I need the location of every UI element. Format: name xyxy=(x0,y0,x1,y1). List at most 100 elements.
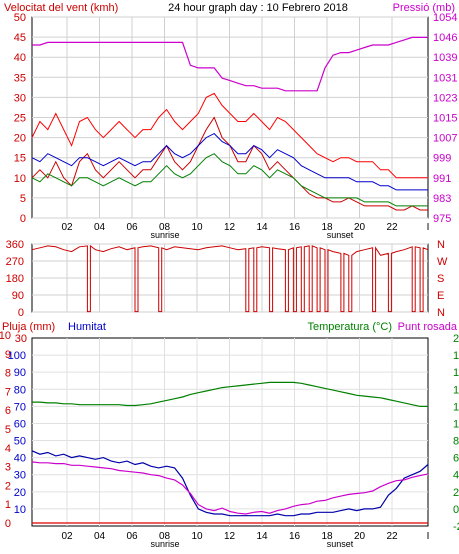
panel3-temp-tick: 18 xyxy=(453,350,459,362)
panel3-x-tick: 20 xyxy=(354,531,366,542)
panel3-humidity-tick: 60 xyxy=(14,418,26,430)
panel3-x-tick: 10 xyxy=(191,531,203,542)
panel2-left-tick: 270 xyxy=(6,256,24,268)
panel1-right-label: Pressió (mb) xyxy=(393,2,455,14)
panel1-x-tick: 20 xyxy=(354,222,366,233)
panel3-humidity-tick: 100 xyxy=(8,350,26,362)
panel1-x-tick: 02 xyxy=(61,222,73,233)
panel2-right-tick: N xyxy=(437,239,445,251)
panel1-x-tick: 16 xyxy=(289,222,301,233)
panel3-dew-label: Punt rosada xyxy=(398,321,458,333)
panel3-series-line xyxy=(31,450,429,517)
panel3-x-tick: 18 xyxy=(321,531,333,542)
panel3-x-tick: 14 xyxy=(256,531,268,542)
panel3-humidity-tick: 70 xyxy=(14,401,26,413)
panel3-rain-tick: 3 xyxy=(5,462,11,474)
panel1-left-label: Velocitat del vent (kmh) xyxy=(4,2,118,14)
panel1-left-tick: 10 xyxy=(14,173,26,185)
panel3-humidity-tick: 10 xyxy=(14,504,26,516)
panel3-rain-tick: 8 xyxy=(5,368,11,380)
panel1-x-end-tick: I xyxy=(427,222,430,233)
panel1-x-tick: 06 xyxy=(126,222,138,233)
panel2-right-tick: E xyxy=(437,290,444,302)
panel2-left-tick: 0 xyxy=(18,307,24,319)
panel1-series-line xyxy=(31,153,428,207)
panel1-right-tick: 1031 xyxy=(433,72,457,84)
panel3-x-tick: 22 xyxy=(386,531,398,542)
panel3-temp-tick: -2 xyxy=(453,521,459,533)
panel1-left-tick: 15 xyxy=(14,153,26,165)
panel3-temp-tick: 4 xyxy=(453,470,459,482)
panel1-right-tick: 1046 xyxy=(433,32,457,44)
panel1-right-tick: 1015 xyxy=(433,113,457,125)
panel3-humidity-tick: 90 xyxy=(14,367,26,379)
panel3-x-end-tick: I xyxy=(427,531,430,542)
panel1-x-tick: 12 xyxy=(224,222,236,233)
panel1-sunset-label: sunset xyxy=(327,230,354,240)
panel2-right-tick: N xyxy=(437,307,445,319)
panel3-x-tick: 06 xyxy=(126,531,138,542)
panel3-x-tick: 08 xyxy=(159,531,171,542)
panel1-right-tick: 1039 xyxy=(433,52,457,64)
panel3-series-line xyxy=(32,381,428,407)
panel2-right-tick: W xyxy=(437,256,448,268)
panel3-x-tick: 12 xyxy=(224,531,236,542)
panel3-temp-tick: 6 xyxy=(453,453,459,465)
panel1-left-tick: 30 xyxy=(14,92,26,104)
panel3-humidity-tick: 30 xyxy=(14,470,26,482)
panel3-rain-tick: 10 xyxy=(0,330,11,342)
panel3-temp-tick: 20 xyxy=(453,333,459,345)
panel3-rain-tick: 1 xyxy=(5,499,11,511)
panel1-left-tick: 20 xyxy=(14,133,26,145)
panel1-left-tick: 5 xyxy=(20,193,26,205)
panel3-temp-tick: 12 xyxy=(453,401,459,413)
panel1-right-tick: 999 xyxy=(433,153,451,165)
panel1-right-tick: 991 xyxy=(433,173,451,185)
panel1-left-tick: 40 xyxy=(14,52,26,64)
panel2-left-tick: 180 xyxy=(6,273,24,285)
panel2-direction-line xyxy=(31,244,429,313)
panel3-sunset-label: sunset xyxy=(327,539,354,549)
panel1-right-tick: 975 xyxy=(433,213,451,225)
panel3-rain-tick: 4 xyxy=(5,443,11,455)
panel3-humidity-label: Humitat xyxy=(68,321,106,333)
panel3-temp-tick: 8 xyxy=(453,436,459,448)
panel3-x-tick: 02 xyxy=(61,531,73,542)
panel1-series-line xyxy=(31,92,428,179)
panel3-temp-label: Temperatura (°C) xyxy=(308,321,392,333)
panel1-left-tick: 45 xyxy=(14,32,26,44)
panel3-series-line xyxy=(31,461,429,515)
panel1-left-tick: 25 xyxy=(14,113,26,125)
panel3-rain-tick: 2 xyxy=(5,480,11,492)
panel1-title: 24 hour graph day : 10 Febrero 2018 xyxy=(168,2,348,14)
panel1-x-tick: 10 xyxy=(191,222,203,233)
panel3-x-tick: 04 xyxy=(94,531,106,542)
panel1-x-tick: 22 xyxy=(386,222,398,233)
panel3-temp-tick: 16 xyxy=(453,367,459,379)
panel1-right-tick: 1007 xyxy=(433,133,457,145)
panel1-left-tick: 50 xyxy=(14,12,26,24)
panel3-rain-tick: 7 xyxy=(5,386,11,398)
panel3-rain-tick: 0 xyxy=(5,518,11,530)
panel1-sunrise-label: sunrise xyxy=(150,230,179,240)
panel1-x-tick: 08 xyxy=(159,222,171,233)
panel2-left-tick: 360 xyxy=(6,239,24,251)
panel1-series-line xyxy=(31,132,428,191)
panel1-x-tick: 18 xyxy=(321,222,333,233)
panel3-x-tick: 16 xyxy=(289,531,301,542)
panel3-humidity-tick: 40 xyxy=(14,453,26,465)
panel1-series-line xyxy=(32,36,428,92)
panel1-x-tick: 14 xyxy=(256,222,268,233)
panel3-rain-tick: 6 xyxy=(5,405,11,417)
panel1-right-tick: 983 xyxy=(433,193,451,205)
panel1-left-tick: 0 xyxy=(20,213,26,225)
panel3-temp-tick: 0 xyxy=(453,504,459,516)
panel3-humidity-tick: 80 xyxy=(14,384,26,396)
panel3-humidity-tick: 50 xyxy=(14,436,26,448)
panel3-top-left-tick: 30 xyxy=(15,333,27,345)
panel3-sunrise-label: sunrise xyxy=(150,539,179,549)
panel2-left-tick: 90 xyxy=(12,290,24,302)
panel1-right-tick: 1023 xyxy=(433,92,457,104)
panel2-right-tick: S xyxy=(437,273,444,285)
panel1-right-tick: 1054 xyxy=(433,12,457,24)
